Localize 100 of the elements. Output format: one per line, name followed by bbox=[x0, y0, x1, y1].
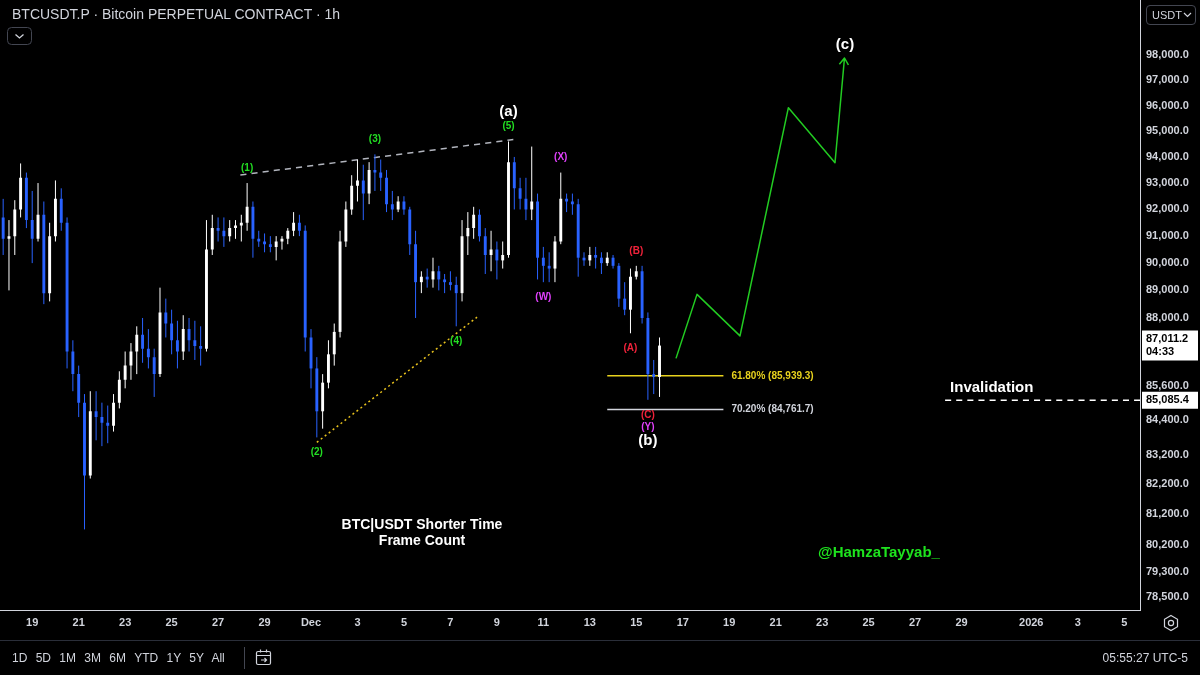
candlestick bbox=[332, 323, 336, 367]
x-tick-label: Dec bbox=[300, 615, 322, 628]
candlestick bbox=[623, 281, 627, 316]
candlestick bbox=[292, 211, 296, 237]
x-tick-label: 2026 bbox=[1019, 615, 1044, 628]
annotation: (X) bbox=[554, 151, 568, 163]
candlestick bbox=[210, 214, 214, 256]
candlestick bbox=[419, 270, 423, 294]
candlestick bbox=[594, 246, 598, 270]
candlestick bbox=[390, 190, 394, 221]
annotation: (3) bbox=[368, 133, 382, 145]
x-tick-label: 27 bbox=[908, 615, 922, 628]
candlestick bbox=[652, 359, 656, 395]
candlestick bbox=[106, 405, 110, 444]
x-tick-label: 23 bbox=[816, 615, 829, 628]
candlestick bbox=[489, 230, 493, 272]
y-tick-label: 78,500.0 bbox=[1146, 589, 1189, 602]
y-tick-label: 83,200.0 bbox=[1146, 447, 1189, 460]
candlestick bbox=[222, 216, 226, 248]
candlestick bbox=[71, 339, 75, 392]
candlestick bbox=[164, 298, 168, 338]
y-tick-label: 79,300.0 bbox=[1146, 565, 1189, 578]
x-tick-label: 17 bbox=[676, 615, 689, 628]
candlestick bbox=[1, 198, 5, 256]
candlestick bbox=[373, 153, 377, 192]
candlestick bbox=[599, 251, 603, 275]
candlestick bbox=[117, 370, 121, 409]
candlestick bbox=[123, 351, 127, 389]
candlestick bbox=[245, 182, 249, 232]
candlestick bbox=[193, 320, 197, 361]
x-tick-label: 5 bbox=[1121, 615, 1128, 628]
candlestick bbox=[274, 235, 278, 261]
annotation: (2) bbox=[310, 446, 323, 458]
candlestick bbox=[443, 273, 447, 294]
candlestick bbox=[350, 174, 354, 216]
text: 05:55:27 UTC-5 bbox=[1102, 651, 1188, 665]
candlestick bbox=[94, 390, 98, 441]
candlestick bbox=[478, 208, 481, 243]
x-tick-label: 23 bbox=[119, 615, 132, 628]
candlestick bbox=[495, 241, 499, 280]
y-tick-label: 92,000.0 bbox=[1146, 202, 1189, 215]
series-label: 70.20% (84,761.7) bbox=[731, 403, 814, 415]
chart-title: BTCUSDT.P · Bitcoin PERPETUAL CONTRACT · 1h bbox=[12, 6, 341, 22]
candlestick bbox=[181, 314, 185, 361]
y-tick-label: 80,200.0 bbox=[1146, 537, 1189, 550]
y-tick-label: 82,200.0 bbox=[1146, 477, 1189, 490]
annotation: (W) bbox=[535, 290, 552, 302]
y-tick-label: 98,000.0 bbox=[1146, 48, 1189, 61]
candlestick bbox=[146, 328, 150, 369]
x-tick-label: 3 bbox=[1074, 615, 1081, 628]
y-tick-label: 97,000.0 bbox=[1146, 73, 1189, 86]
y-tick-label: 90,000.0 bbox=[1146, 256, 1189, 269]
candlestick bbox=[135, 325, 139, 375]
candlestick bbox=[112, 393, 115, 433]
y-tick-label: 95,000.0 bbox=[1146, 124, 1189, 137]
dropdown: USDT bbox=[1146, 5, 1196, 25]
x-tick-label: 11 bbox=[537, 615, 550, 628]
candlestick bbox=[402, 195, 406, 216]
candlestick bbox=[396, 195, 400, 213]
candlestick bbox=[547, 251, 551, 283]
y-tick-label: 94,000.0 bbox=[1146, 149, 1189, 162]
candlestick bbox=[524, 177, 528, 221]
candlestick bbox=[234, 219, 237, 240]
y-tick-label: 96,000.0 bbox=[1146, 98, 1189, 111]
annotation: (B) bbox=[629, 244, 644, 256]
candlestick bbox=[175, 320, 179, 369]
x-tick-label: 21 bbox=[769, 615, 782, 628]
x-tick-label: 7 bbox=[447, 615, 454, 628]
y-tick-label: 89,000.0 bbox=[1146, 283, 1189, 296]
y-tick-label: 91,000.0 bbox=[1146, 229, 1189, 242]
candlestick bbox=[472, 206, 476, 240]
candlestick bbox=[152, 348, 156, 398]
x-tick-label: 13 bbox=[583, 615, 596, 628]
series-label: Invalidation bbox=[950, 377, 1034, 395]
candlestick bbox=[170, 309, 174, 355]
candlestick bbox=[297, 214, 301, 237]
annotation: (c) bbox=[834, 35, 856, 52]
candlestick bbox=[454, 276, 458, 327]
candlestick bbox=[216, 216, 220, 243]
candlestick bbox=[361, 164, 365, 221]
x-tick-label: 19 bbox=[26, 615, 39, 628]
annotation: (a) bbox=[499, 102, 518, 120]
annotation: (Y) bbox=[641, 420, 655, 432]
candlestick bbox=[541, 246, 545, 283]
candlestick bbox=[448, 270, 452, 291]
candlestick bbox=[483, 227, 487, 275]
x-tick-label: 15 bbox=[630, 615, 643, 628]
y-tick-label: 81,200.0 bbox=[1146, 507, 1189, 520]
text: BTC|USDT Shorter Time Frame Count bbox=[340, 516, 504, 548]
candlestick bbox=[466, 211, 470, 256]
candlestick bbox=[356, 159, 359, 202]
x-tick-label: 27 bbox=[211, 615, 225, 628]
candlestick bbox=[437, 265, 441, 291]
candlestick bbox=[565, 193, 569, 213]
annotation: (5) bbox=[502, 120, 515, 132]
text: 1D 5D 1M 3M 6M YTD 1Y 5Y All bbox=[12, 651, 225, 665]
candlestick bbox=[59, 187, 63, 232]
candlestick bbox=[501, 241, 505, 270]
x-tick-label: 9 bbox=[493, 615, 500, 628]
candlestick bbox=[530, 146, 534, 221]
